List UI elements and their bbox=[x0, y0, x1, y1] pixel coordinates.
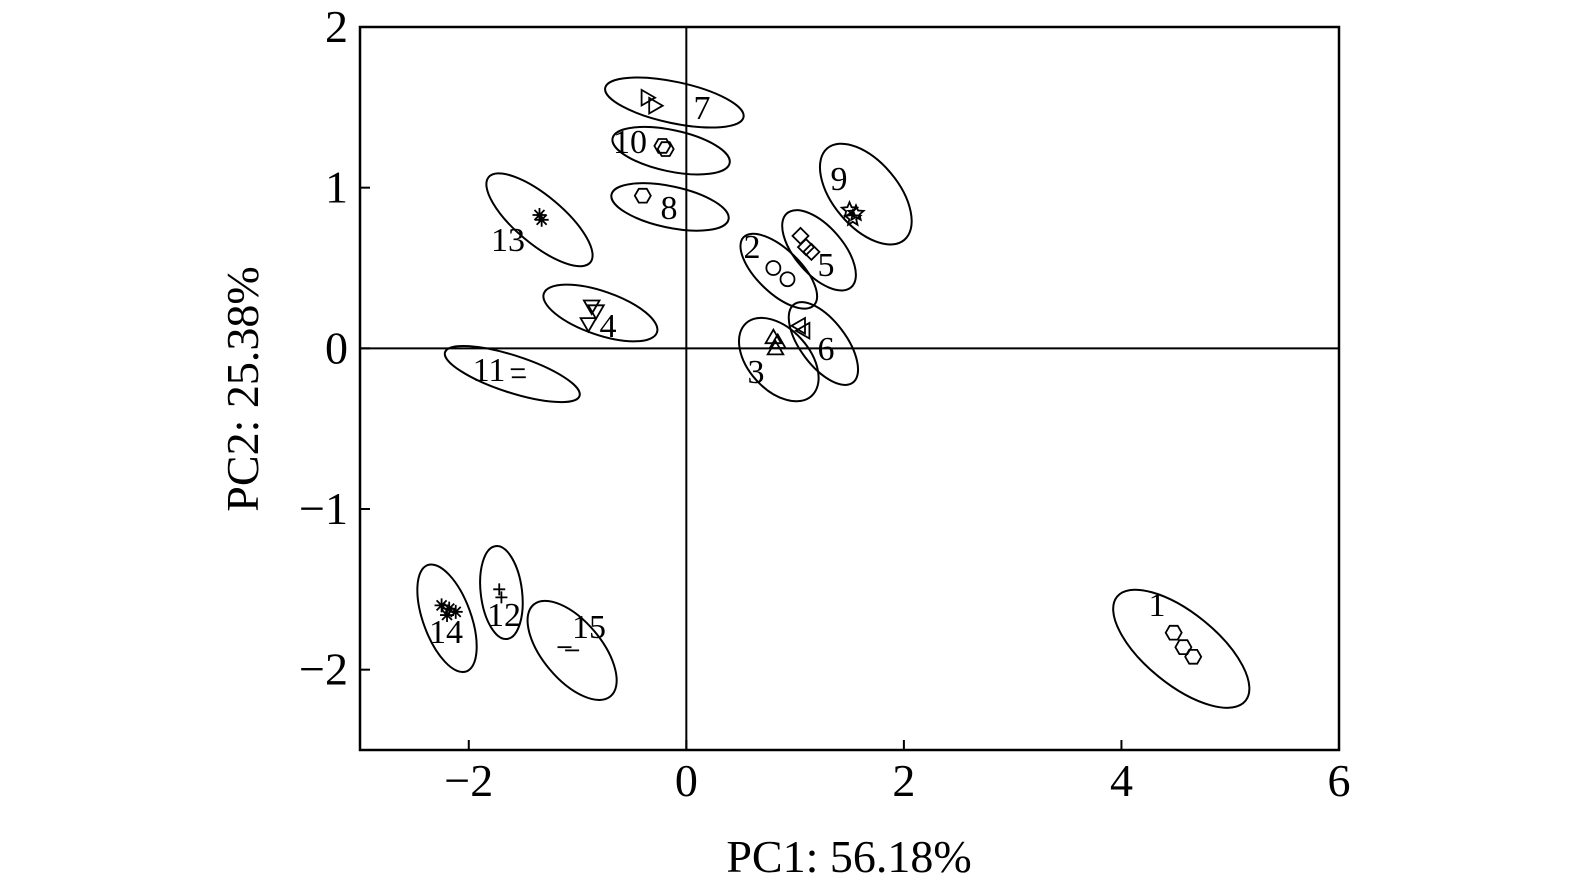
data-point-group-5 bbox=[796, 237, 816, 257]
data-point-group-13 bbox=[532, 207, 547, 222]
ellipse-group-7 bbox=[604, 76, 745, 129]
ellipse-group-11 bbox=[443, 344, 581, 404]
data-point-group-9 bbox=[842, 207, 863, 227]
y-tick-label: −1 bbox=[299, 483, 348, 534]
group-label-5: 5 bbox=[818, 247, 835, 284]
data-point-group-10 bbox=[653, 138, 672, 154]
group-label-9: 9 bbox=[831, 161, 848, 198]
group-label-11: 11 bbox=[473, 352, 506, 389]
ellipse-group-9 bbox=[818, 142, 913, 246]
y-tick-label: 2 bbox=[325, 1, 348, 52]
x-axis-ticks: −2 0 2 4 6 bbox=[444, 740, 1351, 806]
group-label-2: 2 bbox=[744, 229, 761, 266]
y-tick-label: 1 bbox=[325, 162, 348, 213]
confidence-ellipses bbox=[416, 76, 1251, 709]
data-point-group-14 bbox=[440, 608, 455, 623]
ellipse-group-13 bbox=[485, 172, 594, 268]
group-label-15: 15 bbox=[572, 609, 606, 646]
x-tick-label: 4 bbox=[1110, 755, 1133, 806]
data-point-group-14 bbox=[448, 604, 463, 619]
group-label-10: 10 bbox=[613, 124, 647, 161]
group-label-13: 13 bbox=[491, 222, 525, 259]
data-point-group-12 bbox=[493, 583, 506, 596]
ellipse-group-14 bbox=[416, 563, 478, 674]
data-point-group-1 bbox=[1184, 649, 1203, 665]
ellipse-group-12 bbox=[479, 545, 524, 641]
data-point-group-2 bbox=[765, 260, 782, 276]
data-point-group-3 bbox=[768, 332, 788, 349]
data-point-group-7 bbox=[648, 96, 665, 116]
data-point-group-14 bbox=[442, 601, 457, 616]
data-point-group-4 bbox=[586, 304, 606, 321]
ellipse-group-6 bbox=[787, 301, 860, 386]
plot-frame bbox=[358, 25, 1341, 752]
x-tick-label: −2 bbox=[444, 755, 493, 806]
y-axis-ticks: −2 −1 0 1 2 bbox=[299, 1, 370, 695]
data-point-group-12 bbox=[495, 591, 508, 604]
ellipse-group-4 bbox=[542, 283, 659, 343]
x-tick-label: 2 bbox=[892, 755, 915, 806]
y-tick-label: 0 bbox=[325, 322, 348, 373]
data-point-group-5 bbox=[802, 242, 821, 262]
data-point-group-10 bbox=[656, 141, 675, 157]
data-point-group-13 bbox=[534, 212, 549, 227]
ellipse-group-5 bbox=[781, 209, 857, 292]
data-point-group-2 bbox=[779, 271, 796, 288]
data-point-group-4 bbox=[579, 317, 598, 334]
x-axis-label: PC1: 56.18% bbox=[726, 831, 971, 882]
group-label-6: 6 bbox=[818, 331, 835, 368]
x-tick-label: 6 bbox=[1328, 755, 1351, 806]
data-point-group-5 bbox=[791, 226, 810, 246]
x-tick-label: 0 bbox=[675, 755, 698, 806]
ellipse-group-1 bbox=[1112, 588, 1251, 709]
ellipse-group-10 bbox=[611, 125, 731, 176]
ellipse-group-8 bbox=[610, 182, 730, 232]
data-point-group-6 bbox=[794, 321, 811, 341]
data-point-group-1 bbox=[1164, 624, 1183, 641]
reference-lines bbox=[360, 27, 1339, 750]
y-axis-label: PC2: 25.38% bbox=[217, 266, 268, 511]
data-point-group-8 bbox=[633, 187, 652, 204]
group-label-12: 12 bbox=[487, 597, 521, 634]
group-label-14: 14 bbox=[429, 614, 463, 651]
ellipse-group-3 bbox=[737, 316, 820, 403]
group-label-3: 3 bbox=[748, 354, 765, 391]
data-point-group-4 bbox=[582, 299, 602, 316]
group-label-8: 8 bbox=[661, 190, 678, 227]
ellipse-group-15 bbox=[526, 599, 618, 701]
y-tick-label: −2 bbox=[299, 644, 348, 695]
group-label-1: 1 bbox=[1149, 587, 1166, 624]
group-label-7: 7 bbox=[694, 90, 711, 127]
data-point-group-14 bbox=[434, 598, 449, 613]
data-points bbox=[434, 88, 1203, 665]
data-point-group-9 bbox=[846, 203, 866, 222]
group-label-4: 4 bbox=[600, 308, 617, 345]
